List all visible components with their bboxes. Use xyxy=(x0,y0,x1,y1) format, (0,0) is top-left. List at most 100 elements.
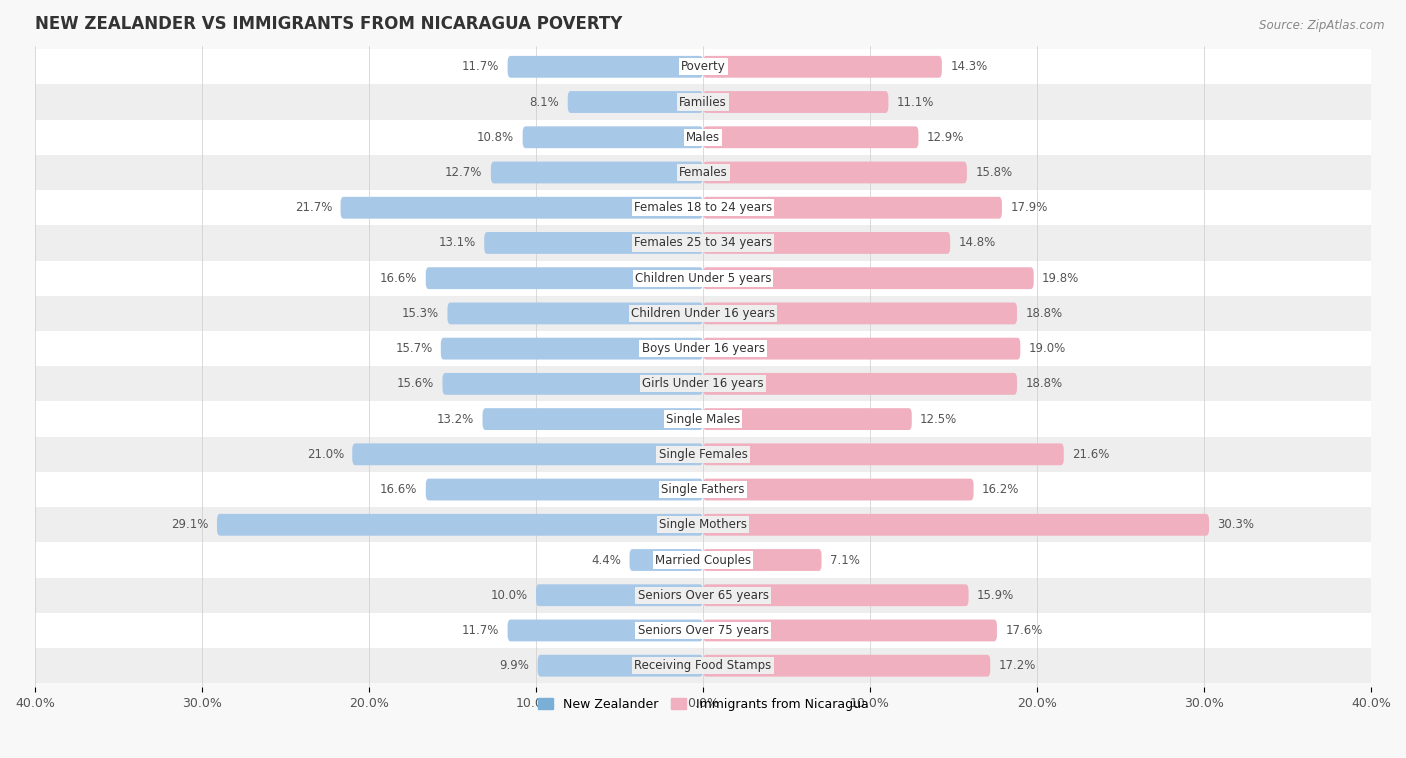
FancyBboxPatch shape xyxy=(35,366,1371,402)
Text: Females 25 to 34 years: Females 25 to 34 years xyxy=(634,236,772,249)
Text: 16.6%: 16.6% xyxy=(380,483,418,496)
Text: 13.1%: 13.1% xyxy=(439,236,475,249)
Text: 4.4%: 4.4% xyxy=(592,553,621,566)
FancyBboxPatch shape xyxy=(703,584,969,606)
FancyBboxPatch shape xyxy=(35,84,1371,120)
FancyBboxPatch shape xyxy=(491,161,703,183)
Text: Seniors Over 65 years: Seniors Over 65 years xyxy=(637,589,769,602)
FancyBboxPatch shape xyxy=(340,197,703,218)
FancyBboxPatch shape xyxy=(35,225,1371,261)
Text: 18.8%: 18.8% xyxy=(1025,307,1063,320)
Text: 19.0%: 19.0% xyxy=(1029,342,1066,356)
FancyBboxPatch shape xyxy=(703,514,1209,536)
Text: Females 18 to 24 years: Females 18 to 24 years xyxy=(634,201,772,215)
Text: 17.6%: 17.6% xyxy=(1005,624,1043,637)
FancyBboxPatch shape xyxy=(536,584,703,606)
FancyBboxPatch shape xyxy=(703,302,1017,324)
Text: 15.7%: 15.7% xyxy=(395,342,433,356)
Text: 29.1%: 29.1% xyxy=(172,518,208,531)
FancyBboxPatch shape xyxy=(426,268,703,289)
Text: 11.7%: 11.7% xyxy=(461,624,499,637)
FancyBboxPatch shape xyxy=(508,56,703,78)
FancyBboxPatch shape xyxy=(35,120,1371,155)
FancyBboxPatch shape xyxy=(35,648,1371,683)
Text: NEW ZEALANDER VS IMMIGRANTS FROM NICARAGUA POVERTY: NEW ZEALANDER VS IMMIGRANTS FROM NICARAG… xyxy=(35,15,623,33)
FancyBboxPatch shape xyxy=(568,91,703,113)
FancyBboxPatch shape xyxy=(703,655,990,677)
Text: 21.7%: 21.7% xyxy=(295,201,332,215)
Text: Single Mothers: Single Mothers xyxy=(659,518,747,531)
FancyBboxPatch shape xyxy=(537,655,703,677)
Text: 30.3%: 30.3% xyxy=(1218,518,1254,531)
FancyBboxPatch shape xyxy=(443,373,703,395)
FancyBboxPatch shape xyxy=(35,507,1371,543)
Text: Single Males: Single Males xyxy=(666,412,740,425)
Text: 11.1%: 11.1% xyxy=(897,96,934,108)
FancyBboxPatch shape xyxy=(482,408,703,430)
FancyBboxPatch shape xyxy=(703,549,821,571)
FancyBboxPatch shape xyxy=(35,543,1371,578)
Text: 12.7%: 12.7% xyxy=(446,166,482,179)
Text: 16.2%: 16.2% xyxy=(981,483,1019,496)
Text: 9.9%: 9.9% xyxy=(499,659,529,672)
Text: Families: Families xyxy=(679,96,727,108)
Text: Source: ZipAtlas.com: Source: ZipAtlas.com xyxy=(1260,19,1385,32)
FancyBboxPatch shape xyxy=(703,197,1002,218)
FancyBboxPatch shape xyxy=(703,268,1033,289)
Text: 18.8%: 18.8% xyxy=(1025,377,1063,390)
Text: 17.2%: 17.2% xyxy=(998,659,1036,672)
FancyBboxPatch shape xyxy=(703,338,1021,359)
Text: 10.8%: 10.8% xyxy=(477,131,515,144)
FancyBboxPatch shape xyxy=(35,402,1371,437)
Text: 11.7%: 11.7% xyxy=(461,61,499,74)
Text: Children Under 16 years: Children Under 16 years xyxy=(631,307,775,320)
Text: 15.3%: 15.3% xyxy=(402,307,439,320)
FancyBboxPatch shape xyxy=(441,338,703,359)
FancyBboxPatch shape xyxy=(35,261,1371,296)
Text: 8.1%: 8.1% xyxy=(530,96,560,108)
Text: 12.5%: 12.5% xyxy=(920,412,957,425)
Text: Single Females: Single Females xyxy=(658,448,748,461)
FancyBboxPatch shape xyxy=(35,190,1371,225)
Text: Seniors Over 75 years: Seniors Over 75 years xyxy=(637,624,769,637)
Text: Children Under 5 years: Children Under 5 years xyxy=(634,271,772,285)
FancyBboxPatch shape xyxy=(35,155,1371,190)
FancyBboxPatch shape xyxy=(703,443,1064,465)
Text: 21.6%: 21.6% xyxy=(1073,448,1109,461)
Text: Poverty: Poverty xyxy=(681,61,725,74)
FancyBboxPatch shape xyxy=(35,437,1371,472)
Text: Single Fathers: Single Fathers xyxy=(661,483,745,496)
FancyBboxPatch shape xyxy=(35,331,1371,366)
FancyBboxPatch shape xyxy=(353,443,703,465)
FancyBboxPatch shape xyxy=(703,408,911,430)
FancyBboxPatch shape xyxy=(703,91,889,113)
Text: 16.6%: 16.6% xyxy=(380,271,418,285)
Text: 15.8%: 15.8% xyxy=(976,166,1012,179)
Legend: New Zealander, Immigrants from Nicaragua: New Zealander, Immigrants from Nicaragua xyxy=(533,693,873,716)
FancyBboxPatch shape xyxy=(35,578,1371,613)
Text: 14.8%: 14.8% xyxy=(959,236,995,249)
FancyBboxPatch shape xyxy=(35,613,1371,648)
Text: 7.1%: 7.1% xyxy=(830,553,860,566)
FancyBboxPatch shape xyxy=(35,472,1371,507)
Text: 21.0%: 21.0% xyxy=(307,448,344,461)
FancyBboxPatch shape xyxy=(508,619,703,641)
Text: Receiving Food Stamps: Receiving Food Stamps xyxy=(634,659,772,672)
Text: 17.9%: 17.9% xyxy=(1011,201,1047,215)
FancyBboxPatch shape xyxy=(703,478,973,500)
FancyBboxPatch shape xyxy=(35,49,1371,84)
FancyBboxPatch shape xyxy=(426,478,703,500)
FancyBboxPatch shape xyxy=(35,296,1371,331)
Text: Males: Males xyxy=(686,131,720,144)
FancyBboxPatch shape xyxy=(447,302,703,324)
Text: 12.9%: 12.9% xyxy=(927,131,965,144)
FancyBboxPatch shape xyxy=(523,127,703,148)
FancyBboxPatch shape xyxy=(703,127,918,148)
Text: Girls Under 16 years: Girls Under 16 years xyxy=(643,377,763,390)
Text: 14.3%: 14.3% xyxy=(950,61,987,74)
Text: 19.8%: 19.8% xyxy=(1042,271,1080,285)
FancyBboxPatch shape xyxy=(703,161,967,183)
FancyBboxPatch shape xyxy=(484,232,703,254)
Text: 15.9%: 15.9% xyxy=(977,589,1014,602)
FancyBboxPatch shape xyxy=(703,373,1017,395)
